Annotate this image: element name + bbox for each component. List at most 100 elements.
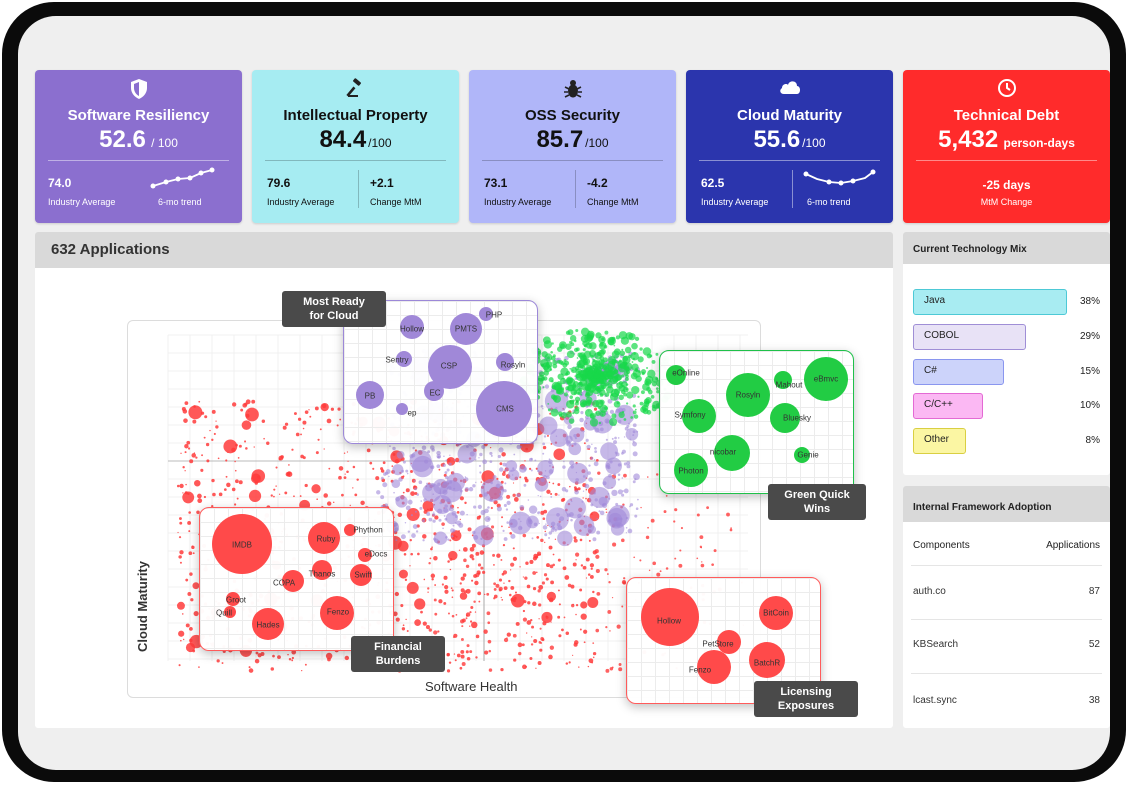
- bubble-label: eBmvc: [813, 374, 839, 384]
- tech-pct: 38%: [1079, 296, 1100, 307]
- tech-bar-java[interactable]: Java: [913, 289, 1067, 315]
- gavel-icon: [252, 78, 459, 100]
- bubble-label: Groot: [225, 595, 247, 605]
- tech-pct: 10%: [1079, 400, 1100, 411]
- card-title: Intellectual Property: [283, 107, 428, 124]
- change-mtm-value: -4.2: [587, 176, 608, 190]
- bubble-label: COPA: [272, 578, 296, 588]
- bubble-label: Hollow: [399, 324, 425, 334]
- tech-pct: 29%: [1079, 331, 1100, 342]
- bubble-label: Rosyln: [735, 390, 761, 400]
- tech-pct: 15%: [1079, 366, 1100, 377]
- component-name[interactable]: KBSearch: [913, 639, 959, 650]
- y-axis-label: Cloud Maturity: [135, 561, 150, 652]
- bubble-label: Hades: [256, 620, 280, 630]
- bubble-label: Thanos: [308, 569, 336, 579]
- bubble-label: Swift: [354, 570, 372, 580]
- industry-average-label: Industry Average: [701, 197, 769, 207]
- framework-title: Internal Framework Adoption: [913, 502, 1052, 513]
- card-oss-security[interactable]: OSS Security 85.7/100 73.1 Industry Aver…: [469, 70, 676, 223]
- trend-label: 6-mo trend: [158, 197, 202, 207]
- bubble-label: Hollow: [656, 616, 682, 626]
- bug-icon: [469, 78, 676, 100]
- bubble-label: Mahout: [775, 380, 803, 390]
- bubble-label: CSP: [440, 361, 458, 371]
- trend-sparkline: [803, 169, 876, 186]
- bubble-label: eOnline: [672, 368, 700, 378]
- component-count: 87: [1088, 586, 1100, 597]
- tech-bar-other[interactable]: Other: [913, 428, 966, 454]
- shield-icon: [35, 78, 242, 100]
- bubble-label: PB: [364, 391, 376, 401]
- zoom-financial-burdens[interactable]: IMDB Ruby Phython eDocs Thanos Swift COP…: [199, 507, 394, 651]
- mtm-change-value: -25 days: [982, 178, 1031, 192]
- x-axis-label: Software Health: [425, 679, 518, 694]
- bubble-label: BitCoin: [763, 608, 789, 618]
- bubble-label: Rosyln: [500, 360, 526, 370]
- card-value: 84.4/100: [319, 126, 392, 153]
- component-count: 52: [1088, 639, 1100, 650]
- bubble-label: Fenzo: [688, 665, 712, 675]
- bubble-label: Photon: [678, 466, 704, 476]
- bubble-label: Phython: [353, 525, 383, 535]
- bubble-label: ep: [407, 408, 417, 418]
- bubble-label: Sentry: [385, 355, 409, 365]
- bubble-label: Ruby: [316, 534, 336, 544]
- change-mtm-value: +2.1: [370, 176, 394, 190]
- bubble-label: BatchR: [753, 658, 781, 668]
- component-name[interactable]: lcast.sync: [913, 695, 957, 706]
- card-title: Software Resiliency: [67, 107, 210, 124]
- technology-mix-title: Current Technology Mix: [913, 244, 1027, 255]
- dashboard-screen: Software Resiliency 52.6 / 100 74.0 Indu…: [18, 16, 1110, 770]
- bubble-label: eDocs: [364, 549, 388, 559]
- cloud-icon: [686, 78, 893, 100]
- industry-average-value: 73.1: [484, 176, 508, 190]
- applications-title: 632 Applications: [51, 241, 170, 258]
- bubble-label: Genie: [797, 450, 819, 460]
- bubble-label: IMDB: [232, 540, 252, 550]
- bubble-label: Bluesky: [782, 413, 812, 423]
- card-value: 55.6/100: [753, 126, 826, 153]
- bubble-label: PMTS: [454, 324, 478, 334]
- tech-bar-cobol[interactable]: COBOL: [913, 324, 1026, 350]
- callout-financial-burdens: Financial Burdens: [351, 636, 445, 672]
- bubble-label: PetStore: [702, 639, 734, 649]
- framework-adoption-panel: Internal Framework Adoption Components A…: [903, 486, 1110, 728]
- bubble-label: EC: [429, 388, 441, 398]
- callout-licensing-exposures: Licensing Exposures: [754, 681, 858, 717]
- trend-label: 6-mo trend: [807, 197, 851, 207]
- tech-pct: 8%: [1085, 435, 1100, 446]
- zoom-green-quick-wins[interactable]: eOnline Rosyln Mahout eBmvc Symfony Blue…: [659, 350, 854, 494]
- change-mtm-label: Change MtM: [370, 197, 422, 207]
- tech-bar-csharp[interactable]: C#: [913, 359, 1004, 385]
- card-value: 85.7/100: [536, 126, 609, 153]
- callout-green-quick-wins: Green Quick Wins: [768, 484, 866, 520]
- component-count: 38: [1088, 695, 1100, 706]
- applications-header: Applications: [1046, 540, 1100, 551]
- change-mtm-label: Change MtM: [587, 197, 639, 207]
- bubble-label: PHP: [485, 310, 503, 320]
- card-value: 5,432 person-days: [938, 126, 1075, 153]
- industry-average-value: 79.6: [267, 176, 291, 190]
- industry-average-label: Industry Average: [267, 197, 335, 207]
- component-name[interactable]: auth.co: [913, 586, 946, 597]
- callout-most-ready-for-cloud: Most Ready for Cloud: [282, 291, 386, 327]
- bubble-label: Symfony: [674, 410, 706, 420]
- bubble-label: Quill: [215, 608, 233, 618]
- bubble-label: CMS: [496, 404, 514, 414]
- card-software-resiliency[interactable]: Software Resiliency 52.6 / 100 74.0 Indu…: [35, 70, 242, 223]
- card-cloud-maturity[interactable]: Cloud Maturity 55.6/100 62.5 Industry Av…: [686, 70, 893, 223]
- industry-average-value: 74.0: [48, 176, 72, 190]
- tech-bar-cpp[interactable]: C/C++: [913, 393, 983, 419]
- industry-average-value: 62.5: [701, 176, 725, 190]
- card-intellectual-property[interactable]: Intellectual Property 84.4/100 79.6 Indu…: [252, 70, 459, 223]
- mtm-change-label: MtM Change: [980, 197, 1033, 207]
- bubble-label: Fenzo: [326, 607, 350, 617]
- components-header: Components: [913, 540, 970, 551]
- card-title: Cloud Maturity: [737, 107, 842, 124]
- clock-icon: [903, 78, 1110, 100]
- card-technical-debt[interactable]: Technical Debt 5,432 person-days -25 day…: [903, 70, 1110, 223]
- industry-average-label: Industry Average: [48, 197, 116, 207]
- card-title: Technical Debt: [953, 107, 1060, 124]
